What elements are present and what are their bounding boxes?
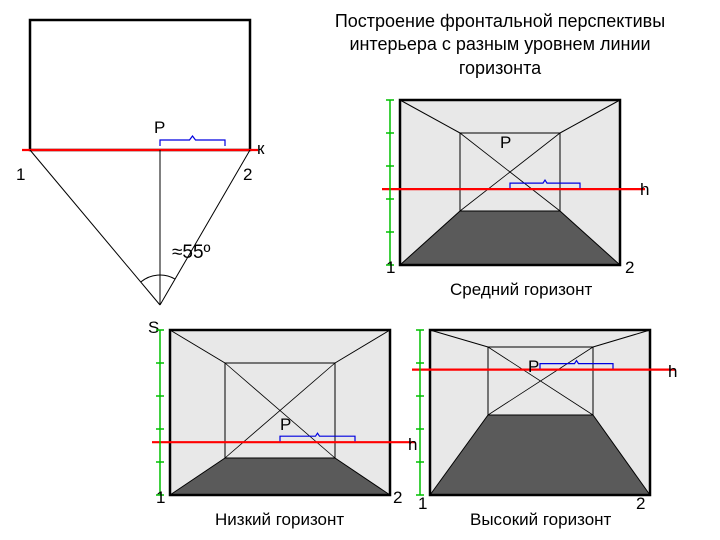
plan-1: 1 xyxy=(16,165,25,185)
room-mid-P: P xyxy=(500,133,511,153)
room-low-caption: Низкий горизонт xyxy=(215,510,344,530)
room-high-P: P xyxy=(528,357,539,377)
room-high-caption: Высокий горизонт xyxy=(470,510,611,530)
plan-angle: ≈55º xyxy=(172,242,211,264)
plan-diagram xyxy=(0,0,320,340)
room-mid-h: h xyxy=(640,180,649,200)
room-low-1: 1 xyxy=(156,488,165,508)
room-mid-caption: Средний горизонт xyxy=(450,280,592,300)
main-title: Построение фронтальной перспективыинтерь… xyxy=(300,10,700,80)
plan-P: P xyxy=(154,118,165,138)
room-high-1: 1 xyxy=(418,494,427,514)
plan-k: к xyxy=(257,139,264,159)
room-mid-2: 2 xyxy=(625,258,634,278)
room-high xyxy=(400,320,680,505)
room-mid xyxy=(370,90,650,275)
room-low-P: P xyxy=(280,415,291,435)
room-high-h: h xyxy=(668,362,677,382)
room-high-2: 2 xyxy=(636,494,645,514)
room-mid-1: 1 xyxy=(386,258,395,278)
plan-2: 2 xyxy=(243,165,252,185)
room-low xyxy=(140,320,420,505)
